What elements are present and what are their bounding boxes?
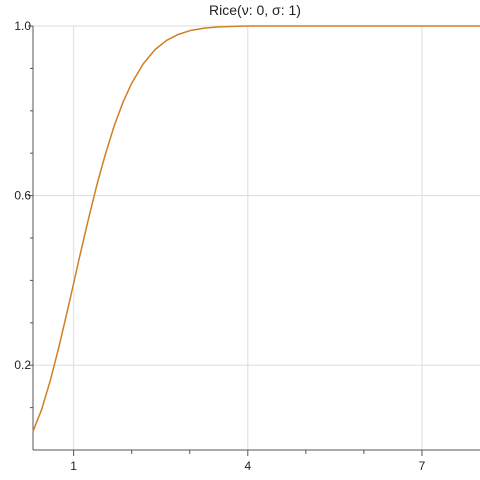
x-tick-label: 7: [419, 459, 426, 473]
y-tick-label: 1.0: [14, 19, 31, 33]
x-tick-label: 1: [70, 459, 77, 473]
ticks: 0.2 0.6 1.0 1 4 7: [14, 19, 425, 473]
series: [32, 25, 480, 432]
series-line: [32, 25, 480, 432]
chart-title: Rice(ν: 0, σ: 1): [209, 2, 301, 18]
x-tick-label: 4: [244, 459, 251, 473]
y-tick-label: 0.2: [14, 358, 31, 372]
y-tick-label: 0.6: [14, 189, 31, 203]
